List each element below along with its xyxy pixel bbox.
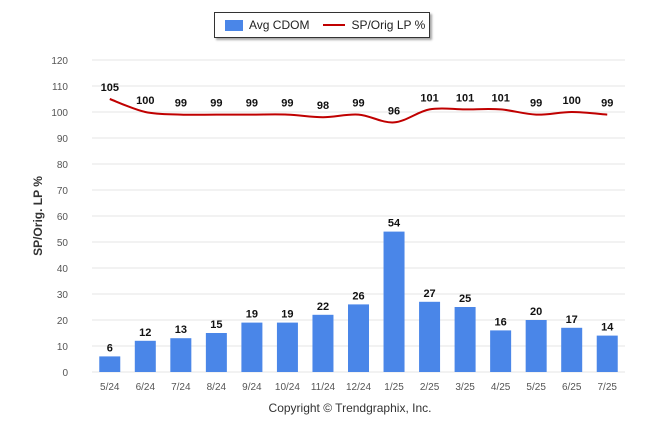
x-tick-label: 12/24 <box>346 382 371 393</box>
legend-bar-swatch <box>225 19 243 31</box>
bar <box>170 338 192 372</box>
line-value-label: 100 <box>136 95 154 107</box>
line-path <box>109 98 608 124</box>
x-tick-label: 8/24 <box>207 382 227 393</box>
line-value-label: 101 <box>456 92 474 104</box>
bar-value-label: 12 <box>139 327 151 339</box>
y-tick-label: 40 <box>57 264 69 275</box>
x-tick-label: 11/24 <box>311 382 336 393</box>
bar <box>312 314 334 372</box>
bar-value-label: 15 <box>210 319 222 331</box>
bar-value-label: 6 <box>107 342 113 354</box>
y-tick-label: 0 <box>62 368 68 379</box>
legend-label-avg-cdom: Avg CDOM <box>249 18 310 32</box>
bar <box>561 327 583 372</box>
line-value-label: 99 <box>601 98 613 110</box>
legend-item-sp-orig-lp[interactable]: SP/Orig LP % <box>309 18 425 32</box>
bar-data-labels: 6 12 13 15 19 19 22 26 54 27 25 16 20 17 14 <box>107 218 615 355</box>
y-tick-label: 10 <box>57 342 69 353</box>
x-tick-label: 3/25 <box>455 382 475 393</box>
x-tick-label: 10/24 <box>275 382 300 393</box>
bar-value-label: 17 <box>566 314 578 326</box>
y-tick-label: 80 <box>57 160 69 171</box>
y-axis-label: SP/Orig. LP % <box>31 176 45 256</box>
x-tick-label: 5/25 <box>526 382 546 393</box>
bar-value-label: 14 <box>601 322 614 334</box>
bar <box>134 340 156 372</box>
y-tick-label: 60 <box>57 212 69 223</box>
bar-value-label: 19 <box>281 309 293 321</box>
line-value-label: 101 <box>491 92 509 104</box>
bar <box>419 301 441 372</box>
bar <box>596 335 618 372</box>
legend-item-avg-cdom[interactable]: Avg CDOM <box>215 18 309 32</box>
x-tick-label: 2/25 <box>420 382 440 393</box>
bar-value-label: 13 <box>175 324 187 336</box>
bar <box>241 322 263 372</box>
y-tick-label: 110 <box>52 82 68 93</box>
bar-value-label: 22 <box>317 301 329 313</box>
y-tick-label: 120 <box>51 56 68 67</box>
line-value-label: 96 <box>388 105 400 117</box>
y-tick-label: 50 <box>57 238 69 249</box>
x-axis-ticks: 5/24 6/24 7/24 8/24 9/24 10/24 11/24 12/24 1/25 2… <box>100 382 617 393</box>
y-tick-label: 20 <box>57 316 69 327</box>
bar <box>348 304 369 372</box>
x-tick-label: 7/25 <box>597 382 617 393</box>
bar-value-label: 54 <box>388 218 401 230</box>
bar-value-label: 16 <box>495 316 507 328</box>
bar <box>454 307 476 372</box>
line-value-label: 99 <box>210 98 222 110</box>
line-series <box>109 98 608 124</box>
y-tick-label: 30 <box>57 290 69 301</box>
legend-line-swatch <box>323 24 346 26</box>
line-value-label: 99 <box>281 98 293 110</box>
x-tick-label: 6/25 <box>562 382 582 393</box>
grid-lines <box>92 59 625 373</box>
bar-value-label: 26 <box>352 290 364 302</box>
x-tick-label: 9/24 <box>242 382 262 393</box>
line-value-label: 98 <box>317 100 329 112</box>
bar <box>205 333 227 372</box>
bar-value-label: 19 <box>246 309 258 321</box>
line-value-label: 100 <box>563 95 581 107</box>
bar-value-label: 27 <box>423 288 435 300</box>
bar-value-label: 25 <box>459 293 471 305</box>
line-data-labels: 105 100 99 99 99 99 98 99 96 101 101 101 99 100 99 <box>101 82 614 117</box>
line-value-label: 105 <box>101 82 119 94</box>
line-value-label: 99 <box>530 98 542 110</box>
x-tick-label: 6/24 <box>136 382 156 393</box>
x-tick-label: 4/25 <box>491 382 511 393</box>
legend: Avg CDOM SP/Orig LP % <box>214 12 430 38</box>
bar <box>490 330 512 372</box>
bar <box>276 322 298 372</box>
bar-series <box>99 231 618 372</box>
y-tick-label: 90 <box>57 134 69 145</box>
bar <box>383 231 405 372</box>
line-value-label: 101 <box>420 92 438 104</box>
y-axis-ticks: 0 10 20 30 40 50 60 70 80 90 100 110 120 <box>51 56 68 379</box>
bar-value-label: 20 <box>530 306 542 318</box>
bar <box>99 356 121 372</box>
y-tick-label: 100 <box>51 108 68 119</box>
copyright-text: Copyright © Trendgraphix, Inc. <box>268 401 432 415</box>
bar <box>525 320 547 372</box>
line-value-label: 99 <box>246 98 258 110</box>
line-value-label: 99 <box>175 98 187 110</box>
legend-label-sp-orig-lp: SP/Orig LP % <box>351 18 426 32</box>
x-tick-label: 7/24 <box>171 382 191 393</box>
y-tick-label: 70 <box>57 186 69 197</box>
x-tick-label: 5/24 <box>100 382 120 393</box>
line-value-label: 99 <box>352 98 364 110</box>
x-tick-label: 1/25 <box>384 382 404 393</box>
